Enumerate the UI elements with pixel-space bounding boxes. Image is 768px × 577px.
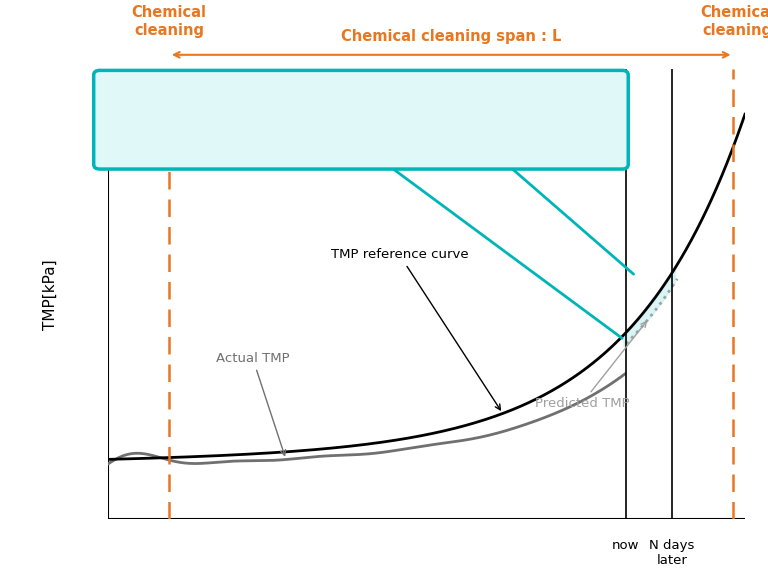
Text: more scour air: more scour air: [424, 111, 525, 125]
Text: Next
Chemical
cleaning: Next Chemical cleaning: [700, 0, 768, 38]
Text: Actual TMP: Actual TMP: [216, 352, 290, 455]
Text: now: now: [612, 539, 640, 553]
Text: N days
later: N days later: [649, 539, 695, 568]
Text: Chemical
cleaning: Chemical cleaning: [131, 5, 207, 38]
Text: than TMP reference→: than TMP reference→: [266, 83, 417, 96]
Text: higher: higher: [227, 111, 272, 125]
Text: Predicted TMP: Predicted TMP: [535, 321, 647, 410]
Text: less scour air: less scour air: [417, 83, 508, 96]
Text: lower: lower: [227, 83, 266, 96]
Text: Predicted TMP is: Predicted TMP is: [109, 111, 227, 125]
Text: TMP[kPa]: TMP[kPa]: [42, 259, 58, 329]
Text: TMP reference curve: TMP reference curve: [330, 248, 501, 410]
Text: Chemical cleaning span : L: Chemical cleaning span : L: [341, 29, 561, 44]
Text: Predicted TMP is: Predicted TMP is: [109, 83, 227, 96]
Text: than TMP reference→: than TMP reference→: [272, 111, 424, 125]
FancyBboxPatch shape: [94, 70, 628, 169]
